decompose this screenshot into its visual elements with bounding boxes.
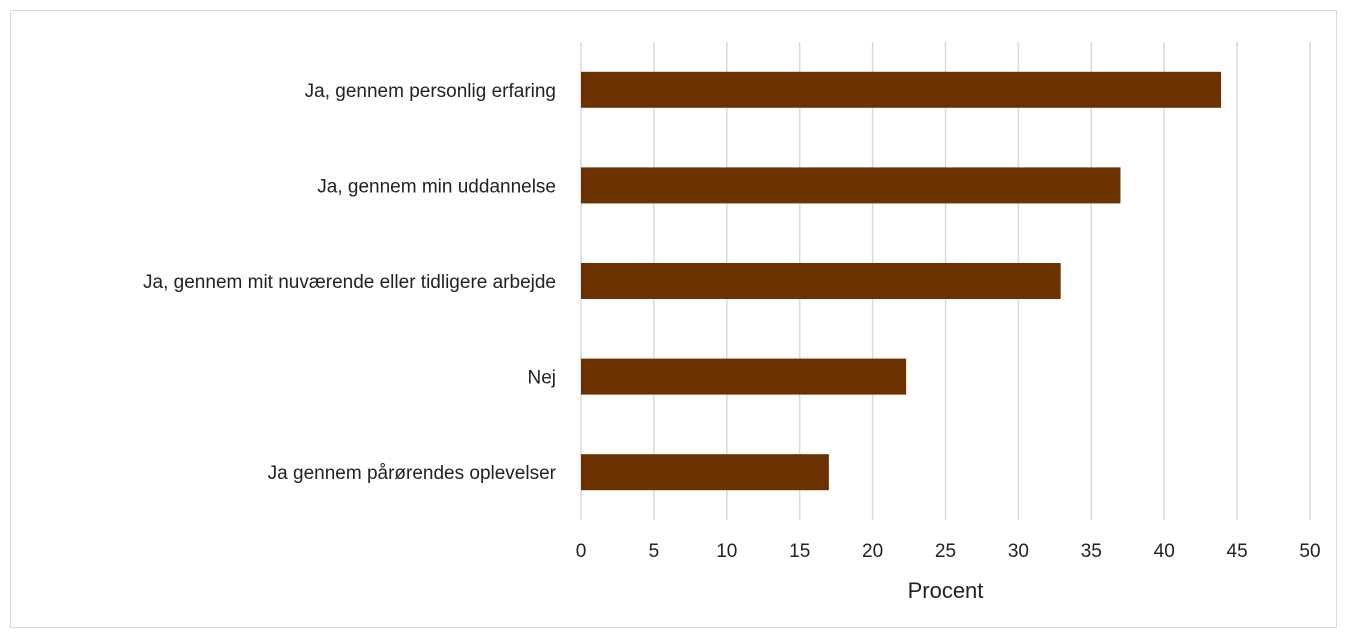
category-label: Ja, gennem min uddannelse xyxy=(317,176,556,197)
x-tick-label: 30 xyxy=(1008,541,1029,562)
x-tick-label: 50 xyxy=(1299,541,1320,562)
bar xyxy=(581,71,1222,108)
bar xyxy=(581,454,829,491)
bars xyxy=(581,71,1222,491)
x-tick-label: 10 xyxy=(716,541,737,562)
gridlines xyxy=(580,42,1311,520)
x-axis-title: Procent xyxy=(908,578,984,603)
x-tick-labels: 0 5 10 15 20 25 30 35 40 45 50 xyxy=(576,541,1321,562)
x-tick-label: 5 xyxy=(649,541,660,562)
category-label: Ja, gennem mit nuværende eller tidligere… xyxy=(143,272,556,293)
x-tick-label: 40 xyxy=(1154,541,1175,562)
x-tick-label: 25 xyxy=(935,541,956,562)
x-tick-label: 45 xyxy=(1227,541,1248,562)
bar xyxy=(581,263,1061,299)
x-tick-label: 15 xyxy=(789,541,810,562)
x-tick-label: 35 xyxy=(1081,541,1102,562)
category-label: Nej xyxy=(527,368,556,389)
bar xyxy=(581,167,1121,204)
category-labels: Ja, gennem personlig erfaring Ja, gennem … xyxy=(143,81,557,484)
x-tick-label: 20 xyxy=(862,541,883,562)
category-label: Ja gennem pårørendes oplevelser xyxy=(268,463,557,484)
bar xyxy=(581,358,907,395)
category-label: Ja, gennem personlig erfaring xyxy=(305,81,556,102)
x-tick-label: 0 xyxy=(576,541,587,562)
chart-frame xyxy=(10,10,1337,628)
